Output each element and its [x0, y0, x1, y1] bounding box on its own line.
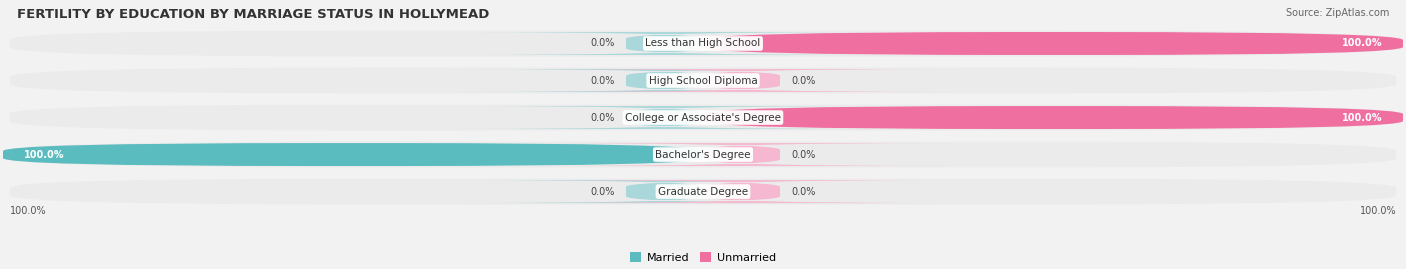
FancyBboxPatch shape: [451, 106, 879, 129]
Text: 100.0%: 100.0%: [1341, 112, 1382, 123]
Text: College or Associate's Degree: College or Associate's Degree: [626, 112, 780, 123]
Text: Less than High School: Less than High School: [645, 38, 761, 48]
Text: 0.0%: 0.0%: [591, 187, 614, 197]
Text: 0.0%: 0.0%: [792, 150, 815, 160]
FancyBboxPatch shape: [703, 32, 1403, 55]
FancyBboxPatch shape: [703, 106, 1403, 129]
FancyBboxPatch shape: [527, 69, 955, 92]
Text: 0.0%: 0.0%: [591, 38, 614, 48]
FancyBboxPatch shape: [451, 180, 879, 203]
Text: 0.0%: 0.0%: [792, 76, 815, 86]
FancyBboxPatch shape: [10, 141, 1396, 168]
Text: High School Diploma: High School Diploma: [648, 76, 758, 86]
Text: 0.0%: 0.0%: [591, 112, 614, 123]
FancyBboxPatch shape: [451, 69, 879, 92]
Text: 0.0%: 0.0%: [591, 76, 614, 86]
Text: FERTILITY BY EDUCATION BY MARRIAGE STATUS IN HOLLYMEAD: FERTILITY BY EDUCATION BY MARRIAGE STATU…: [17, 8, 489, 21]
Legend: Married, Unmarried: Married, Unmarried: [626, 248, 780, 267]
Text: Source: ZipAtlas.com: Source: ZipAtlas.com: [1285, 8, 1389, 18]
Text: 100.0%: 100.0%: [10, 206, 46, 216]
FancyBboxPatch shape: [3, 143, 703, 166]
FancyBboxPatch shape: [10, 68, 1396, 93]
FancyBboxPatch shape: [451, 32, 879, 55]
FancyBboxPatch shape: [10, 105, 1396, 130]
Text: 100.0%: 100.0%: [24, 150, 65, 160]
Text: 0.0%: 0.0%: [792, 187, 815, 197]
Text: 100.0%: 100.0%: [1360, 206, 1396, 216]
FancyBboxPatch shape: [527, 180, 955, 203]
Text: 100.0%: 100.0%: [1341, 38, 1382, 48]
Text: Graduate Degree: Graduate Degree: [658, 187, 748, 197]
FancyBboxPatch shape: [10, 31, 1396, 56]
FancyBboxPatch shape: [10, 179, 1396, 204]
Text: Bachelor's Degree: Bachelor's Degree: [655, 150, 751, 160]
FancyBboxPatch shape: [527, 143, 955, 166]
